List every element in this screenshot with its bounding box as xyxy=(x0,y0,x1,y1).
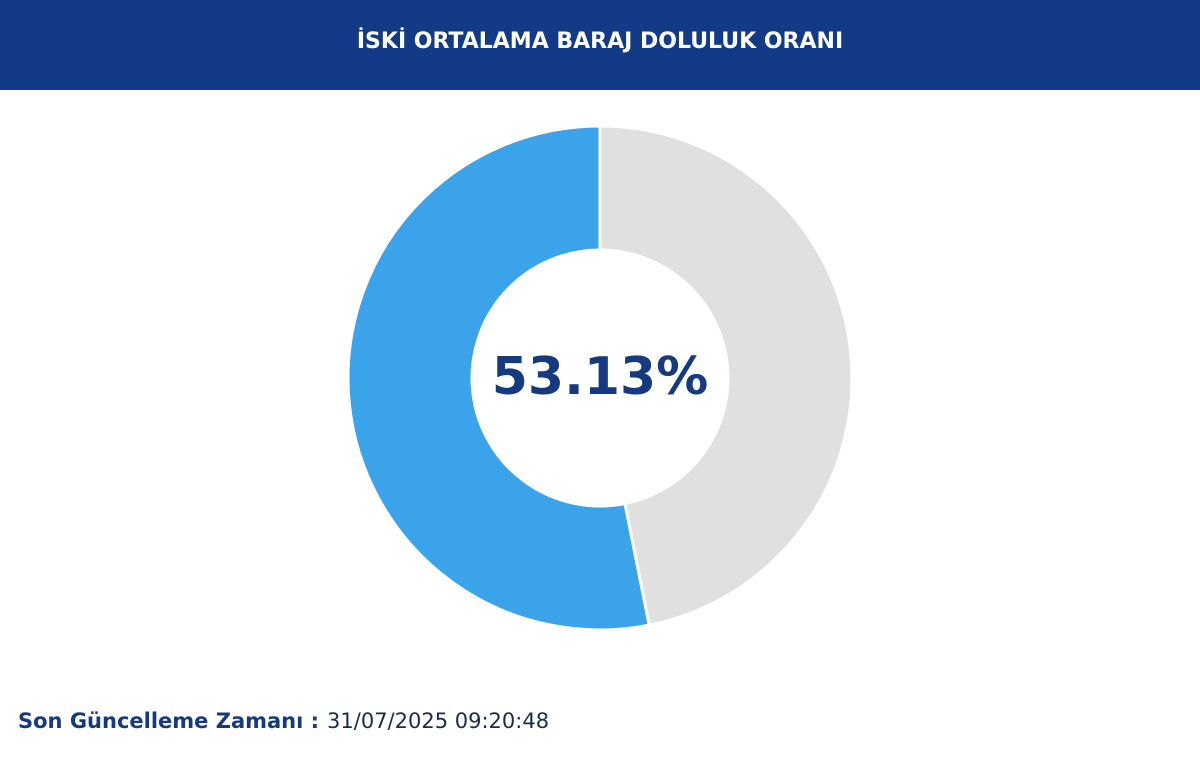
footer-label: Son Güncelleme Zamanı : xyxy=(18,709,319,733)
footer: Son Güncelleme Zamanı : 31/07/2025 09:20:… xyxy=(18,709,549,733)
donut-segment xyxy=(598,124,854,627)
footer-value: 31/07/2025 09:20:48 xyxy=(327,709,549,733)
center-label: 53.13% xyxy=(492,347,709,407)
donut-segment xyxy=(346,124,652,632)
chart-title: İSKİ ORTALAMA BARAJ DOLULUK ORANI xyxy=(357,28,843,54)
donut xyxy=(346,124,854,632)
header-bar xyxy=(0,0,1200,90)
